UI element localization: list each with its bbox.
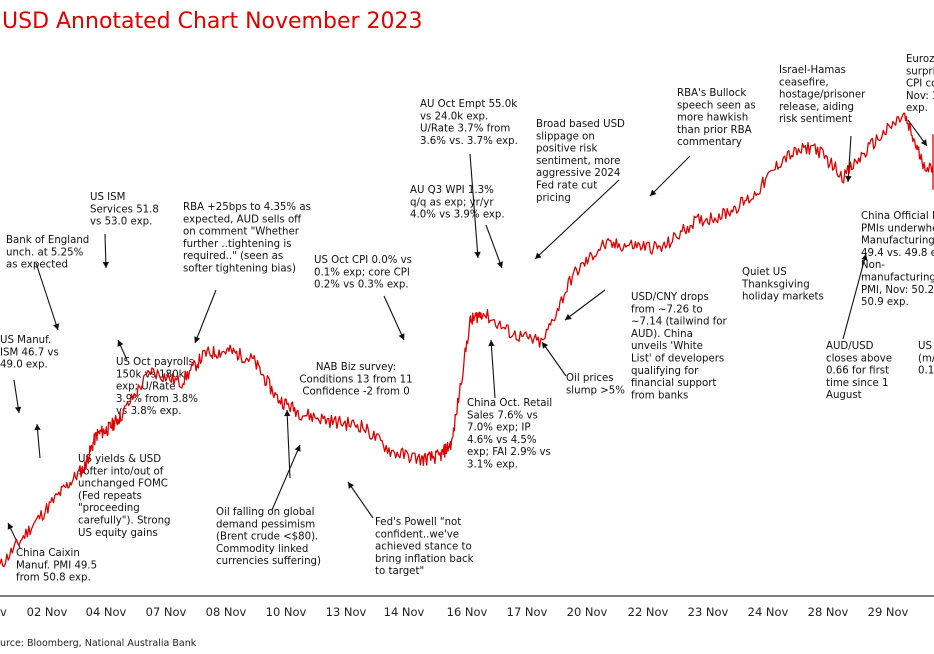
annotation-arrow-head — [920, 139, 927, 146]
chart-title: USD Annotated Chart November 2023 — [2, 9, 423, 34]
annotation-israel-hamas: Israel-Hamas ceasefire, hostage/prisoner re… — [779, 65, 866, 125]
x-tick-label: 02 Nov — [27, 605, 68, 619]
x-tick-label: 10 Nov — [266, 605, 307, 619]
x-tick-label: 13 Nov — [326, 605, 367, 619]
x-tick-label: 22 Nov — [628, 605, 669, 619]
annotation-arrow-head — [474, 251, 481, 258]
annotation-arrow-head — [14, 406, 22, 413]
annotation-arrow-line — [35, 262, 59, 331]
annotation-arrow-line — [564, 289, 606, 321]
annotation-arrow-head — [488, 340, 495, 347]
annotation-arrow-head — [650, 189, 657, 196]
annotation-arrow-head — [565, 313, 572, 320]
x-tick-label: 17 Nov — [507, 605, 548, 619]
annotation-arrow-line — [490, 339, 496, 399]
x-tick-label: 16 Nov — [447, 605, 488, 619]
annotation-arrow-head — [398, 333, 405, 340]
x-tick-label: 28 Nov — [808, 605, 849, 619]
annotation-rba-hike: RBA +25bps to 4.35% as expected, AUD sell… — [183, 202, 311, 275]
annotation-china-caixin: China Caixin Manuf. PMI 49.5 from 50.8 exp… — [16, 548, 97, 584]
annotation-nab-biz-survey: NAB Biz survey: Conditions 13 from 11 Conf… — [299, 362, 412, 398]
x-tick-label: 07 Nov — [146, 605, 187, 619]
annotation-arrow-line — [469, 153, 479, 259]
annotation-us-ism-services: US ISM Services 51.8 vs 53.0 exp. — [90, 192, 159, 228]
x-axis-ticks: v 02 Nov 04 Nov 07 Nov 08 Nov 10 Nov 13 Nov 14 … — [0, 605, 909, 619]
annotations: Bank of England unch. at 5.25% as expected… — [0, 54, 934, 584]
source-note: urce: Bloomberg, National Australia Bank — [0, 638, 197, 649]
annotation-arrow-line — [534, 179, 620, 260]
annotation-arrow-head — [542, 342, 549, 349]
x-tick-label: 20 Nov — [567, 605, 608, 619]
annotation-china-pmi: China Official NoPMIs underwheManufactur… — [861, 211, 934, 308]
annotation-broad-usd-slippage: Broad based USD slippage on positive risk s… — [536, 119, 625, 204]
annotation-arrow-head — [535, 252, 542, 259]
annotation-us-yields: US yields & USD softer into/out of unchang… — [78, 454, 171, 539]
annotation-arrow-line — [541, 341, 567, 377]
annotation-arrow-head — [496, 261, 503, 268]
x-tick-label: v — [0, 605, 7, 619]
annotation-arrow-head — [102, 261, 110, 268]
annotation-aud-usd-066: AUD/USD closes above 0.66 for first time si… — [826, 341, 892, 401]
annotation-arrow-line — [271, 444, 301, 511]
annotation-us-oct-cpi: US Oct CPI 0.0% vs 0.1% exp; core CPI 0.2%… — [314, 255, 412, 291]
annotation-us-edge: US ((m/0.17 — [918, 341, 934, 377]
annotation-arrow-line — [347, 481, 374, 519]
annotation-us-ism-manuf: US Manuf. ISM 46.7 vs 49.0 exp. — [0, 335, 59, 371]
annotation-arrow-line — [485, 224, 503, 269]
annotation-au-q3-wpi: AU Q3 WPI 1.3% q/q as exp; yr/yr 4.0% vs 3… — [410, 185, 505, 221]
annotation-arrow-head — [53, 323, 60, 330]
annotation-arrows — [7, 119, 928, 549]
annotation-arrow-head — [284, 410, 291, 417]
annotation-arrow-head — [861, 254, 868, 261]
annotation-oil-prices: Oil prices slump >5% — [566, 373, 625, 396]
x-tick-label: 04 Nov — [86, 605, 127, 619]
annotation-quiet-us: Quiet US Thanksgiving holiday markets — [741, 267, 824, 303]
x-tick-label: 24 Nov — [748, 605, 789, 619]
annotation-arrow-line — [649, 155, 691, 197]
annotation-arrow-head — [7, 523, 14, 530]
annotation-oil-global: Oil falling on global demand pessimism (Br… — [216, 507, 321, 567]
annotation-au-oct-empt: AU Oct Empt 55.0k vs 24.0k exp. U/Rate 3.7… — [420, 99, 518, 147]
annotation-arrow-line — [842, 253, 867, 340]
x-tick-label: 29 Nov — [868, 605, 909, 619]
annotation-arrow-head — [348, 482, 355, 489]
annotation-arrow-line — [847, 135, 852, 183]
annotation-arrow-head — [194, 336, 201, 343]
annotation-arrow-head — [845, 175, 852, 182]
x-tick-label: 08 Nov — [206, 605, 247, 619]
annotation-arrow-line — [383, 295, 405, 341]
annotation-bank-of-england: Bank of England unch. at 5.25% as expected — [6, 235, 89, 271]
annotation-arrow-line — [286, 409, 291, 479]
annotation-rba-bullock: RBA's Bullock speech seen as more hawkish t… — [677, 88, 756, 148]
annotation-china-retail: China Oct. Retail Sales 7.6% vs 7.0% exp; … — [467, 398, 552, 471]
annotation-us-oct-payrolls: US Oct payrolls 150k vs 180k exp; U/Rate 3.… — [116, 357, 198, 417]
aud-usd-price-line — [0, 112, 934, 568]
annotation-usd-cny: USD/CNY drops from ~7.26 to ~7.14 (tailwin… — [631, 292, 727, 401]
annotation-arrow-head — [34, 424, 41, 431]
annotation-arrow-line — [194, 289, 217, 344]
x-tick-label: 14 Nov — [384, 605, 425, 619]
x-tick-label: 23 Nov — [688, 605, 729, 619]
annotation-arrow-head — [294, 445, 301, 452]
annotation-arrow-head — [117, 340, 124, 347]
annotation-feds-powell: Fed's Powell "not confident..we've achieve… — [375, 517, 474, 577]
